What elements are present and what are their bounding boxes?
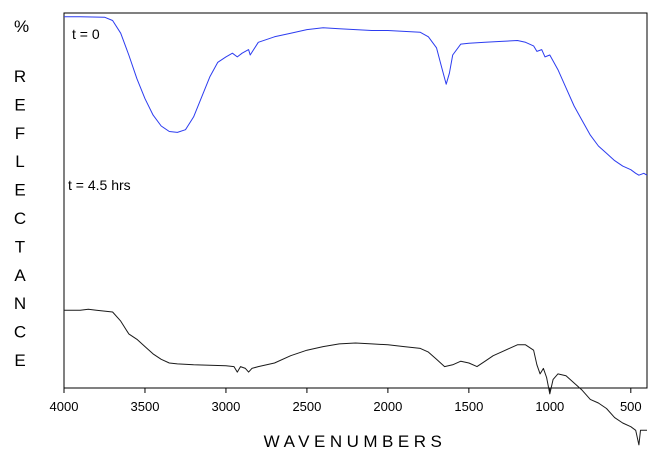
x-tick-label: 4000 [50,399,79,414]
y-axis-label-letter: E [14,351,25,370]
y-axis-label-letter: N [14,294,26,313]
y-axis-label-letter: F [15,124,25,143]
x-tick-label: 3500 [131,399,160,414]
series-line-1 [64,308,647,446]
x-tick-label: 2000 [373,399,402,414]
x-tick-label: 1500 [454,399,483,414]
y-axis-label-letter: C [14,209,26,228]
series-line-0 [64,16,648,176]
series-label-t45: t = 4.5 hrs [68,177,131,193]
y-axis-label-letter: R [14,67,26,86]
y-axis-label-letter: C [14,323,26,342]
y-axis-label-letter: E [14,95,25,114]
y-axis-label-letter: T [15,237,25,256]
y-axis-label-letter: L [15,152,24,171]
x-tick-label: 3000 [211,399,240,414]
x-tick-label: 500 [620,399,642,414]
plot-frame [63,12,648,389]
x-tick-label: 1000 [535,399,564,414]
series-label-t0: t = 0 [72,26,100,42]
series-lines [64,16,648,446]
x-axis-label: WAVENUMBERS [264,432,447,451]
x-axis-ticks: 4000 3500 3000 2500 2000 1500 1000 500 [50,388,642,414]
y-axis-percent: % [14,17,29,36]
x-tick-label: 2500 [292,399,321,414]
y-axis-label-letter: E [14,181,25,200]
y-axis-label-letter: A [14,266,26,285]
